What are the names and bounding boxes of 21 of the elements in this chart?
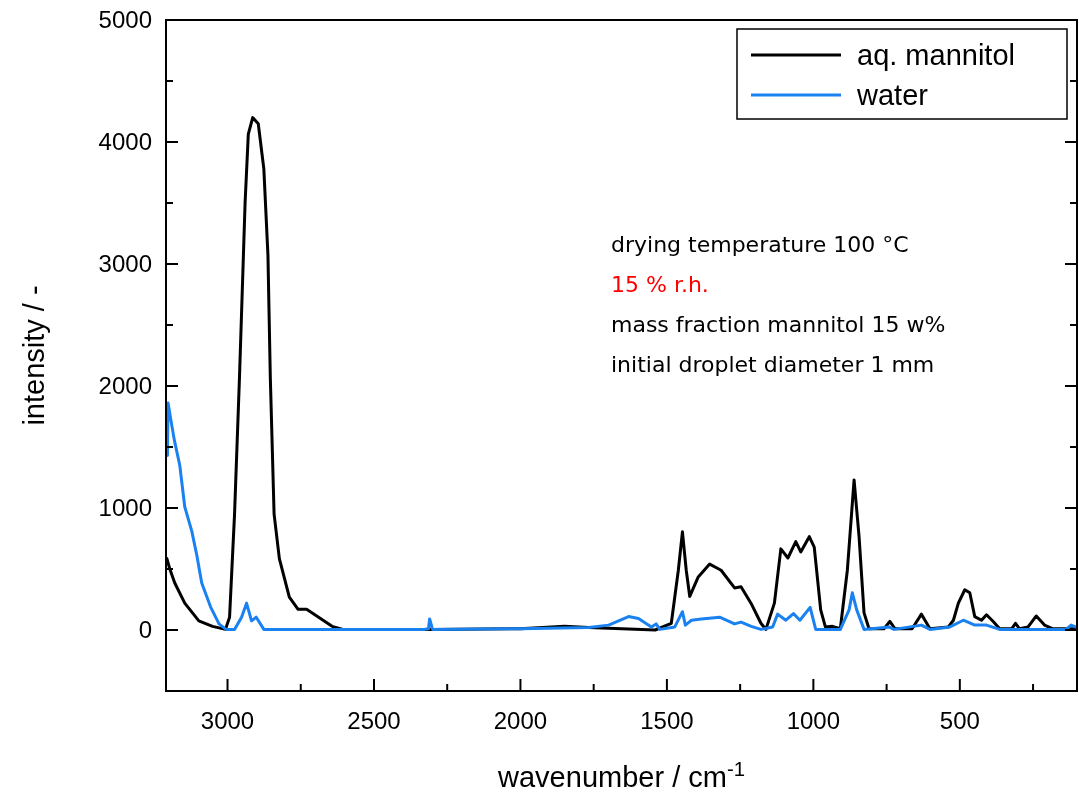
annotation: drying temperature 100 °C: [611, 232, 909, 257]
annotation: 15 % r.h.: [611, 272, 709, 297]
y-tick-label: 3000: [98, 250, 152, 277]
annotation: mass fraction mannitol 15 w%: [611, 312, 946, 337]
x-axis-title: wavenumber / cm$^{-1}$: [497, 758, 745, 792]
y-tick-label: 2000: [98, 372, 152, 399]
x-tick-label: 500: [939, 707, 980, 734]
y-tick-label: 5000: [98, 6, 152, 33]
x-tick-label: 1500: [640, 707, 694, 734]
line-series: [166, 401, 1077, 631]
legend-label: water: [856, 79, 929, 111]
y-tick-label: 1000: [98, 494, 152, 521]
y-tick-label: 4000: [98, 128, 152, 155]
y-axis-title: intensity / -: [18, 285, 50, 426]
x-tick-label: 2500: [347, 707, 401, 734]
x-tick-label: 1000: [786, 707, 841, 734]
x-tick-label: 3000: [200, 707, 255, 734]
y-tick-label: 0: [138, 616, 152, 643]
annotation: initial droplet diameter 1 mm: [611, 352, 935, 377]
legend-label: aq. mannitol: [857, 39, 1015, 71]
x-tick-label: 2000: [493, 707, 548, 734]
